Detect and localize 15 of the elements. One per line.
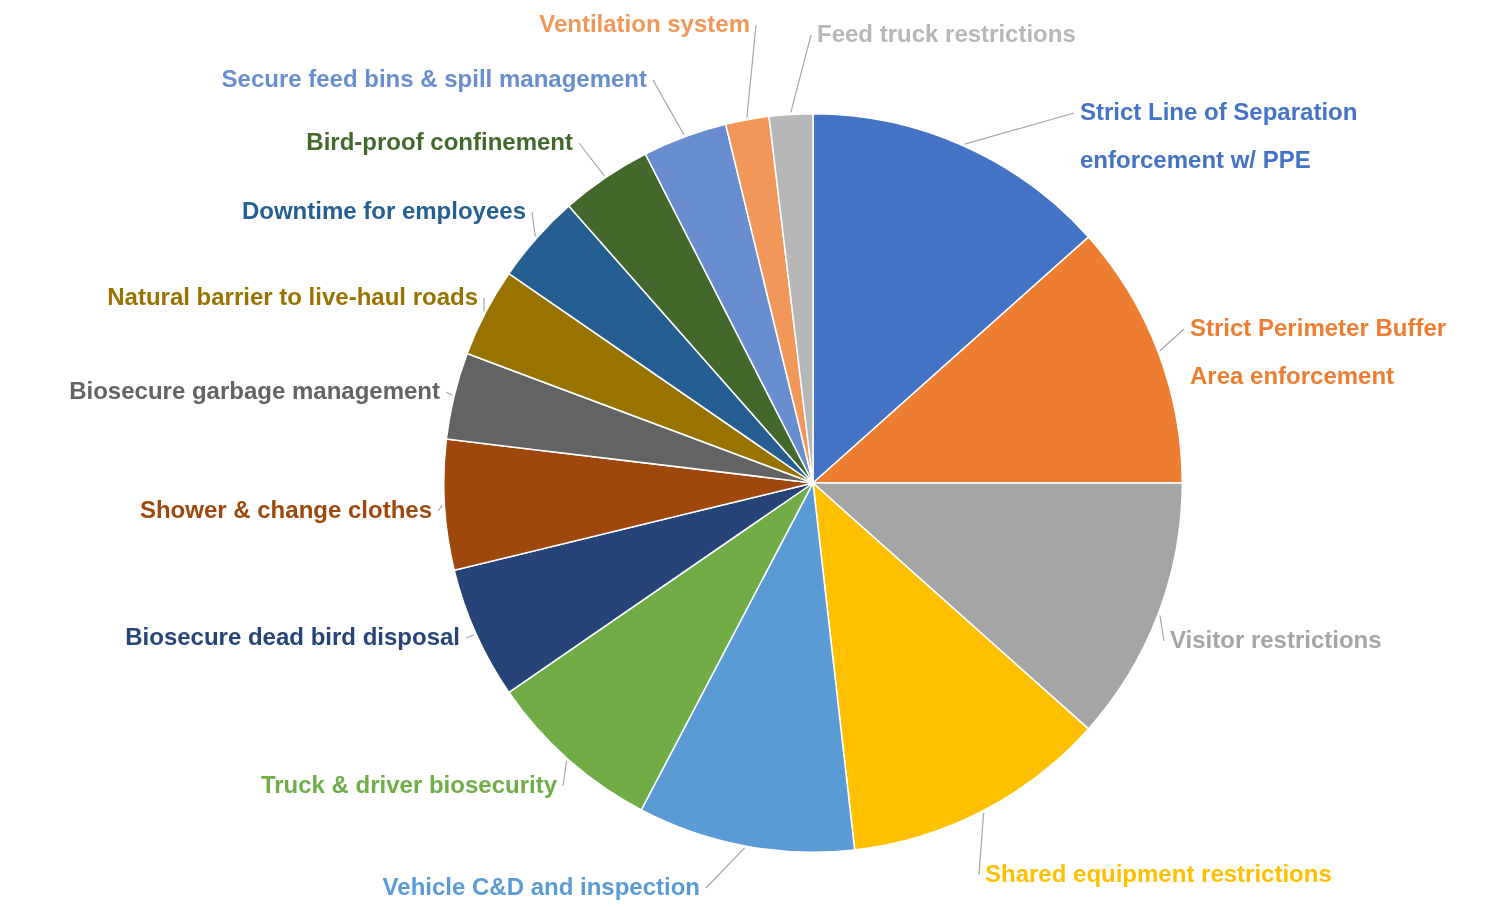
slice-label: Biosecure dead bird disposal <box>125 622 460 650</box>
slice-label: Strict Line of Separation enforcement w/ PPE <box>1080 97 1358 173</box>
slice-label: Shared equipment restrictions <box>985 859 1332 887</box>
slice-label: Ventilation system <box>539 9 750 37</box>
slice-label: Secure feed bins & spill management <box>221 64 647 92</box>
slice-label: Bird-proof confinement <box>306 127 573 155</box>
slice-label: Visitor restrictions <box>1170 625 1382 653</box>
slice-label: Biosecure garbage management <box>69 376 440 404</box>
slice-label: Natural barrier to live-haul roads <box>107 282 478 310</box>
slice-label: Vehicle C&D and inspection <box>382 872 700 900</box>
slice-label: Feed truck restrictions <box>817 19 1076 47</box>
slice-label: Truck & driver biosecurity <box>260 770 558 798</box>
slice-label: Shower & change clothes <box>139 495 432 523</box>
slice-label: Downtime for employees <box>241 196 526 224</box>
slice-label: Strict Perimeter Buffer Area enforcement <box>1190 313 1447 389</box>
